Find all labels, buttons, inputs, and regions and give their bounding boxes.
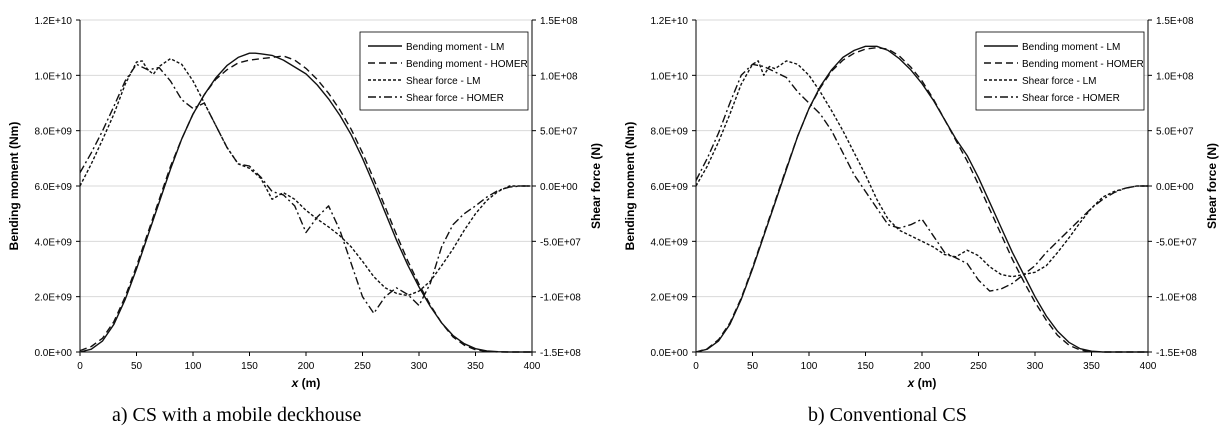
chart-b-x-tick-label: 300 xyxy=(1027,361,1044,372)
chart-a-series-shear-force-homer xyxy=(79,63,532,314)
chart-a-y-tick-label: 0.0E+00 xyxy=(34,348,72,359)
chart-b-y2-tick-label: -5.0E+07 xyxy=(1156,237,1197,248)
chart-b-series-bending-moment-lm xyxy=(695,45,1148,353)
chart-b-y2-tick-label: 1.0E+08 xyxy=(1156,71,1194,82)
chart-a-y-axis-title: Bending moment (Nm) xyxy=(7,122,21,251)
chart-b-y2-tick-label: 1.5E+08 xyxy=(1156,16,1194,27)
chart-a-y-tick-label: 2.0E+09 xyxy=(34,293,72,304)
chart-a-y2-tick-label: -5.0E+07 xyxy=(540,237,581,248)
chart-b-y2-tick-label: -1.5E+08 xyxy=(1156,348,1197,359)
chart-panel-a: 0.0E+00 2.0E+09 4.0E+09 6.0E+09 8.0E+09 1.0E+… xyxy=(0,0,615,446)
chart-a-x-tick-label: 0 xyxy=(77,361,83,372)
chart-b-x-axis-title-unit: (m) xyxy=(914,376,936,390)
chart-b-y-tick-label: 2.0E+09 xyxy=(650,293,688,304)
chart-b-svg: 0.0E+00 2.0E+09 4.0E+09 6.0E+09 8.0E+09 1.0E+… xyxy=(623,16,1219,390)
chart-b-y-tick-label: 1.2E+10 xyxy=(650,16,688,27)
chart-a-y2-axis-title: Shear force (N) xyxy=(589,143,603,229)
chart-panel-b: 0.0E+00 2.0E+09 4.0E+09 6.0E+09 8.0E+09 1.0E+… xyxy=(616,0,1231,446)
chart-b-y-tick-label: 0.0E+00 xyxy=(650,348,688,359)
chart-a-series-bending-moment-homer xyxy=(79,55,532,353)
chart-b-x-tick-label: 150 xyxy=(857,361,874,372)
chart-a-svg: 0.0E+00 2.0E+09 4.0E+09 6.0E+09 8.0E+09 1.0E+… xyxy=(7,16,603,390)
chart-b-series-shear-force-lm xyxy=(695,60,1148,278)
chart-b-y2-tick-label: 0.0E+00 xyxy=(1156,182,1194,193)
chart-a-legend-label: Bending moment - LM xyxy=(406,42,504,53)
chart-a-y-tick-label: 4.0E+09 xyxy=(34,237,72,248)
chart-b-legend-label: Shear force - HOMER xyxy=(1022,93,1120,104)
chart-a-caption: a) CS with a mobile deckhouse xyxy=(112,404,362,426)
chart-b-x-tick-label: 350 xyxy=(1083,361,1100,372)
chart-a-legend-label: Shear force - LM xyxy=(406,76,480,87)
chart-b-x-tick-label: 200 xyxy=(914,361,931,372)
chart-b-y2-tick-label: 5.0E+07 xyxy=(1156,127,1194,138)
chart-a-x-tick-label: 400 xyxy=(524,361,541,372)
chart-b-y2-axis-title: Shear force (N) xyxy=(1205,143,1219,229)
chart-b-y-axis-title: Bending moment (Nm) xyxy=(623,122,637,251)
chart-a-x-tick-label: 250 xyxy=(354,361,371,372)
chart-b-series-shear-force-homer xyxy=(695,63,1148,292)
chart-a-legend-label: Shear force - HOMER xyxy=(406,93,504,104)
chart-b-x-axis-title: x (m) xyxy=(907,376,937,390)
chart-a-y2-tick-label: 5.0E+07 xyxy=(540,127,578,138)
chart-b-x-axis-title-var: x xyxy=(907,376,916,390)
chart-a-x-tick-label: 100 xyxy=(185,361,202,372)
chart-b-y2-tick-label: -1.0E+08 xyxy=(1156,293,1197,304)
chart-a-y-tick-label: 1.2E+10 xyxy=(34,16,72,27)
chart-b-legend-label: Shear force - LM xyxy=(1022,76,1096,87)
chart-a-y2-tick-label: 0.0E+00 xyxy=(540,182,578,193)
chart-b-legend-label: Bending moment - LM xyxy=(1022,42,1120,53)
chart-b-y-tick-label: 1.0E+10 xyxy=(650,71,688,82)
chart-b-y-tick-label: 4.0E+09 xyxy=(650,237,688,248)
chart-b-x-tick-label: 400 xyxy=(1140,361,1157,372)
chart-a-x-tick-label: 350 xyxy=(467,361,484,372)
chart-a-x-axis-title: x (m) xyxy=(291,376,321,390)
chart-b-caption: b) Conventional CS xyxy=(808,404,967,426)
chart-b-y-tick-label: 8.0E+09 xyxy=(650,127,688,138)
chart-b-legend-label: Bending moment - HOMER xyxy=(1022,59,1144,70)
chart-a-y2-tick-label: 1.0E+08 xyxy=(540,71,578,82)
chart-a-x-tick-label: 300 xyxy=(411,361,428,372)
chart-a-y2-tick-label: -1.5E+08 xyxy=(540,348,581,359)
chart-a-x-axis-title-unit: (m) xyxy=(298,376,320,390)
chart-a-y2-tick-label: 1.5E+08 xyxy=(540,16,578,27)
chart-a-series-bending-moment-lm xyxy=(79,52,532,353)
chart-a-x-tick-label: 150 xyxy=(241,361,258,372)
chart-a-legend-label: Bending moment - HOMER xyxy=(406,59,528,70)
chart-b-x-tick-label: 250 xyxy=(970,361,987,372)
chart-a-y2-tick-label: -1.0E+08 xyxy=(540,293,581,304)
chart-b-x-tick-label: 100 xyxy=(801,361,818,372)
chart-b-x-tick-label: 0 xyxy=(693,361,699,372)
chart-b-x-tick-label: 50 xyxy=(747,361,759,372)
chart-a-x-tick-label: 50 xyxy=(131,361,143,372)
chart-a-x-tick-label: 200 xyxy=(298,361,315,372)
chart-b-y-tick-label: 6.0E+09 xyxy=(650,182,688,193)
chart-b-series-bending-moment-homer xyxy=(695,47,1148,353)
chart-a-y-tick-label: 8.0E+09 xyxy=(34,127,72,138)
chart-a-y-tick-label: 6.0E+09 xyxy=(34,182,72,193)
chart-a-y-tick-label: 1.0E+10 xyxy=(34,71,72,82)
chart-a-x-axis-title-var: x xyxy=(291,376,300,390)
